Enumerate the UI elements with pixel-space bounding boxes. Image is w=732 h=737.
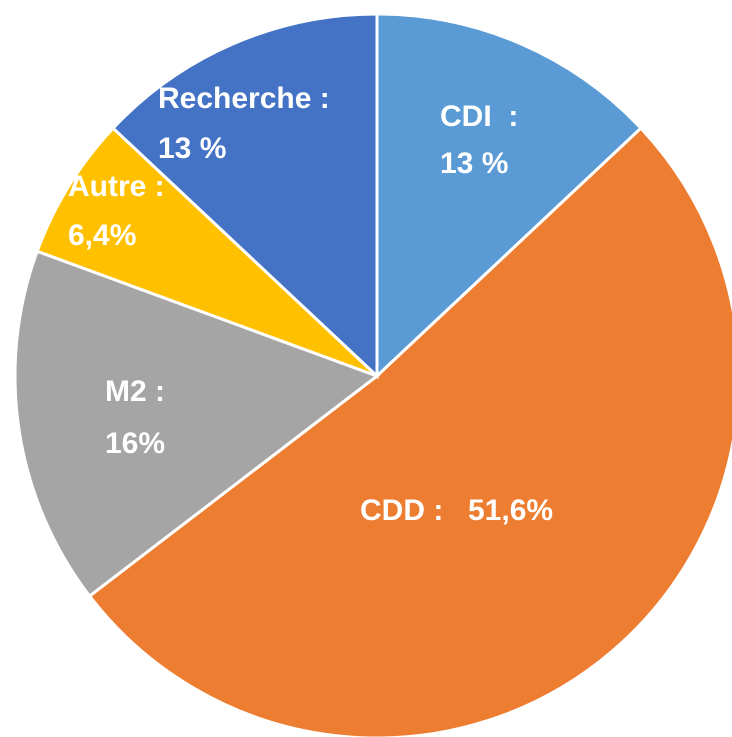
pie-slice bbox=[110, 12, 379, 380]
slice-label-name: M2 : bbox=[105, 375, 165, 408]
slice-label-value: 13 % bbox=[440, 147, 508, 180]
pie-slice bbox=[87, 126, 732, 737]
slice-label-value: 6,4% bbox=[68, 219, 136, 252]
slice-label-value: 51,6% bbox=[468, 494, 553, 527]
slice-label-value: 16% bbox=[105, 427, 165, 460]
slice-label-name: CDD : bbox=[360, 494, 443, 527]
slice-label-name: Recherche : bbox=[158, 82, 330, 115]
pie-slice bbox=[13, 249, 381, 599]
pie-slice bbox=[375, 12, 644, 380]
pie-slice bbox=[35, 126, 379, 378]
slice-label-name: Autre : bbox=[68, 170, 165, 203]
slice-label-name: CDI : bbox=[440, 100, 518, 133]
slice-label-value: 13 % bbox=[158, 132, 226, 165]
